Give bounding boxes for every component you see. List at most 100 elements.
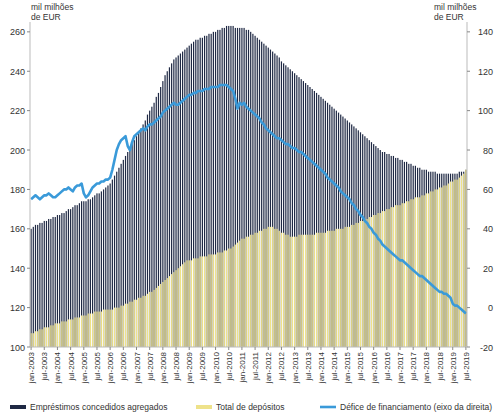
bar bbox=[125, 156, 126, 347]
bar bbox=[279, 231, 280, 347]
bar bbox=[358, 130, 359, 347]
x-tick bbox=[228, 347, 229, 350]
bar bbox=[153, 290, 154, 347]
y-tick-label: 220 bbox=[10, 106, 25, 116]
bar bbox=[261, 42, 262, 347]
bar bbox=[149, 111, 150, 347]
x-tick-label: jan-2007 bbox=[133, 351, 142, 384]
bar bbox=[287, 235, 288, 347]
y2-tick-label: 60 bbox=[483, 185, 493, 195]
bar bbox=[364, 136, 365, 347]
bar bbox=[191, 260, 192, 347]
bar bbox=[228, 249, 229, 347]
bar bbox=[92, 314, 93, 347]
x-tick bbox=[202, 347, 203, 350]
bar bbox=[30, 333, 31, 347]
bar bbox=[254, 233, 255, 347]
bar bbox=[419, 197, 420, 347]
y2-tick bbox=[467, 268, 470, 269]
bar bbox=[88, 314, 89, 347]
bar bbox=[118, 168, 119, 347]
x-tick bbox=[176, 347, 177, 350]
bar bbox=[428, 193, 429, 347]
bar bbox=[443, 174, 444, 347]
bar bbox=[377, 148, 378, 347]
y2-tick bbox=[467, 150, 470, 151]
bar bbox=[318, 95, 319, 347]
bar bbox=[430, 172, 431, 347]
x-tick-label: jul-2003 bbox=[40, 351, 49, 381]
bar bbox=[85, 201, 86, 347]
bar bbox=[224, 250, 225, 347]
x-tick-label: jan-2012 bbox=[264, 351, 273, 384]
bar bbox=[316, 93, 317, 347]
bar bbox=[55, 323, 56, 347]
bar bbox=[200, 38, 201, 347]
bar bbox=[182, 52, 183, 347]
y-tick bbox=[27, 189, 30, 190]
bar bbox=[219, 252, 220, 347]
bar bbox=[81, 315, 82, 347]
bar bbox=[296, 237, 297, 347]
bar bbox=[211, 254, 212, 347]
bar bbox=[224, 28, 225, 347]
bar bbox=[147, 115, 148, 347]
bar bbox=[382, 211, 383, 347]
bar bbox=[213, 32, 214, 347]
bar bbox=[116, 308, 117, 347]
bar bbox=[61, 321, 62, 347]
bar bbox=[441, 187, 442, 347]
bar bbox=[340, 229, 341, 347]
y2-tick bbox=[467, 307, 470, 308]
y-tick-label: 180 bbox=[10, 185, 25, 195]
bar bbox=[222, 28, 223, 347]
bar bbox=[329, 231, 330, 347]
y2-tick-label: 140 bbox=[478, 27, 493, 37]
bar bbox=[349, 122, 350, 347]
bar bbox=[96, 312, 97, 347]
bar bbox=[309, 87, 310, 347]
x-tick bbox=[31, 347, 32, 350]
y-tick-label: 120 bbox=[10, 303, 25, 313]
bar bbox=[66, 321, 67, 347]
bar bbox=[145, 296, 146, 347]
bar bbox=[393, 207, 394, 347]
bar bbox=[386, 209, 387, 347]
bar bbox=[151, 292, 152, 347]
bar bbox=[399, 205, 400, 347]
x-tick-label: jan-2018 bbox=[422, 351, 431, 384]
bar bbox=[252, 235, 253, 347]
bar bbox=[327, 231, 328, 347]
bar bbox=[112, 310, 113, 347]
x-tick bbox=[96, 347, 97, 350]
bar bbox=[395, 158, 396, 347]
x-tick-label: jan-2003 bbox=[27, 351, 36, 384]
bar bbox=[123, 306, 124, 347]
bar bbox=[342, 229, 343, 347]
bar bbox=[39, 329, 40, 347]
bar bbox=[202, 38, 203, 347]
bar bbox=[439, 174, 440, 347]
bar bbox=[290, 69, 291, 347]
bar bbox=[263, 229, 264, 347]
bar bbox=[103, 189, 104, 347]
x-tick bbox=[110, 347, 111, 350]
bar bbox=[213, 254, 214, 347]
bar bbox=[217, 30, 218, 347]
x-tick bbox=[320, 347, 321, 350]
bar bbox=[142, 124, 143, 347]
bar bbox=[184, 50, 185, 347]
bar bbox=[287, 67, 288, 347]
x-tick bbox=[400, 347, 401, 350]
x-tick bbox=[268, 347, 269, 350]
bar bbox=[85, 315, 86, 347]
bar bbox=[465, 170, 466, 347]
x-tick bbox=[123, 347, 124, 350]
bar bbox=[99, 193, 100, 347]
bar bbox=[237, 243, 238, 347]
bar bbox=[408, 201, 409, 347]
bar bbox=[35, 331, 36, 347]
bar bbox=[435, 172, 436, 347]
bar bbox=[446, 174, 447, 347]
bar bbox=[292, 237, 293, 347]
